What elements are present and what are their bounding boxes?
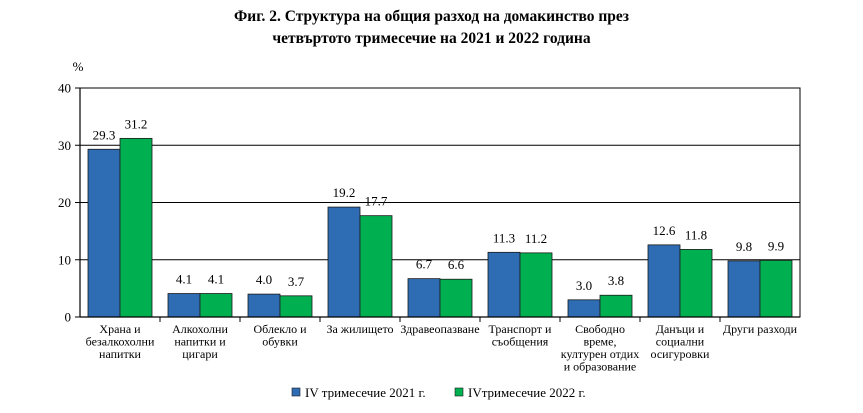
- category-label-1-0: Алкохолни: [172, 322, 228, 336]
- data-label-s1-8: 9.8: [736, 239, 752, 254]
- category-label-7-0: Данъци и: [656, 322, 705, 336]
- bar-s2-0: [119, 137, 153, 318]
- legend-swatch-1: [291, 387, 301, 397]
- data-label-s1-6: 3.0: [576, 278, 592, 293]
- bar-s2-4: [439, 278, 473, 318]
- data-label-s2-3: 17.7: [365, 194, 388, 209]
- category-label-6-2: културен отдих: [561, 347, 639, 361]
- bar-s2-6: [599, 294, 633, 318]
- chart-title-line-1: Фиг. 2. Структура на общия разход на дом…: [233, 8, 630, 25]
- legend-label-2: IVтримесечие 2022 г.: [468, 385, 586, 400]
- category-label-0-2: напитки: [99, 347, 142, 361]
- data-label-s2-0: 31.2: [125, 116, 148, 131]
- bar-s2-2: [279, 295, 313, 318]
- bar-s1-5: [487, 251, 521, 318]
- category-label-7-2: осигуровки: [651, 347, 710, 361]
- data-label-s1-2: 4.0: [256, 272, 272, 287]
- bar-s1-4: [407, 278, 441, 318]
- y-tick-label-20: 20: [58, 195, 71, 210]
- data-label-s1-1: 4.1: [176, 272, 192, 287]
- bar-s2-3: [359, 215, 393, 318]
- category-label-8-0: Други разходи: [723, 322, 798, 336]
- data-label-s1-0: 29.3: [93, 127, 116, 142]
- category-label-0-0: Храна и: [99, 322, 141, 336]
- category-label-7-1: социални: [656, 335, 705, 349]
- data-label-s2-1: 4.1: [208, 272, 224, 287]
- bar-s1-3: [327, 206, 361, 318]
- category-label-5-0: Транспорт и: [489, 322, 552, 336]
- y-tick-label-40: 40: [58, 81, 71, 96]
- category-label-6-3: и образование: [564, 360, 637, 374]
- bar-s2-7: [679, 249, 713, 318]
- bar-s1-7: [647, 244, 681, 318]
- data-label-s2-5: 11.2: [525, 231, 547, 246]
- category-label-1-1: напитки и: [174, 335, 226, 349]
- bar-s1-2: [247, 293, 281, 318]
- category-label-0-1: безалкохолни: [86, 335, 155, 349]
- y-tick-label-10: 10: [58, 252, 71, 267]
- chart-title-line-2: четвъртото тримесечие на 2021 и 2022 год…: [272, 30, 591, 47]
- bar-s1-1: [167, 293, 201, 318]
- category-label-6-0: Свободно: [575, 322, 625, 336]
- data-label-s2-8: 9.9: [768, 238, 784, 253]
- category-label-1-2: цигари: [182, 347, 218, 361]
- bar-s1-8: [727, 260, 761, 318]
- bar-s2-5: [519, 252, 553, 318]
- y-tick-label-0: 0: [65, 310, 72, 325]
- data-label-s2-6: 3.8: [608, 273, 624, 288]
- data-label-s2-4: 6.6: [448, 257, 465, 272]
- category-label-6-1: време,: [584, 335, 617, 349]
- data-label-s1-3: 19.2: [333, 185, 356, 200]
- legend-swatch-2: [454, 387, 464, 397]
- bar-s1-0: [87, 148, 121, 318]
- y-axis-label: %: [73, 59, 84, 74]
- legend-label-1: IV тримесечие 2021 г.: [305, 385, 426, 400]
- category-label-2-0: Облекло и: [253, 322, 307, 336]
- category-label-2-1: обувки: [262, 335, 298, 349]
- data-label-s2-7: 11.8: [685, 227, 707, 242]
- data-label-s1-5: 11.3: [493, 230, 515, 245]
- category-label-4-0: Здравеопазване: [400, 322, 479, 336]
- category-label-5-1: съобщения: [492, 335, 549, 349]
- data-label-s2-2: 3.7: [288, 274, 305, 289]
- bar-s2-8: [759, 259, 793, 318]
- y-tick-label-30: 30: [58, 138, 71, 153]
- category-label-3-0: За жилището: [326, 322, 393, 336]
- data-label-s1-7: 12.6: [653, 223, 676, 238]
- bar-s1-6: [567, 299, 601, 318]
- bar-s2-1: [199, 293, 233, 318]
- data-label-s1-4: 6.7: [416, 257, 433, 272]
